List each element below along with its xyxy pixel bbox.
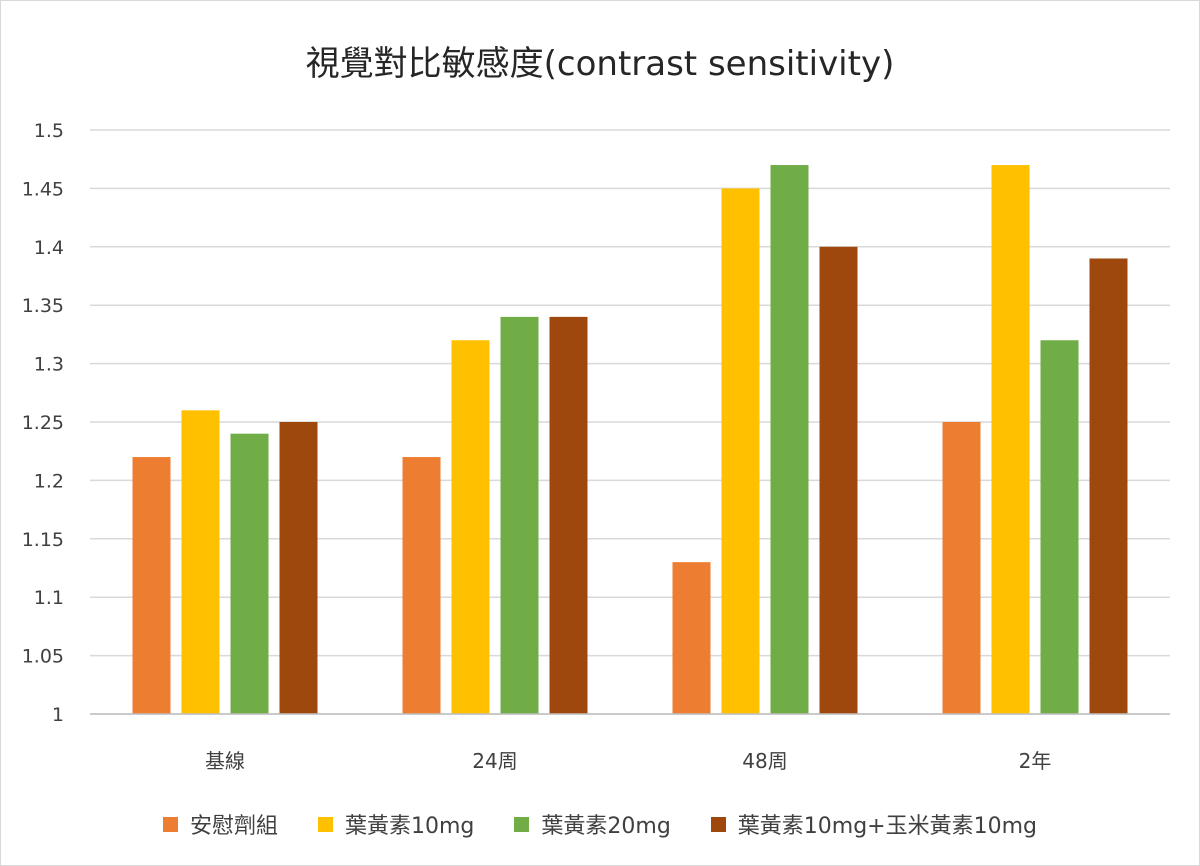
legend-swatch xyxy=(318,816,333,832)
bar xyxy=(132,457,171,714)
bar xyxy=(549,316,588,714)
legend-label: 葉黃素20mg xyxy=(541,814,671,839)
bar xyxy=(500,316,539,714)
x-category-label: 24周 xyxy=(472,749,517,773)
legend-swatch xyxy=(710,816,726,832)
bar xyxy=(181,410,220,714)
bar xyxy=(721,188,760,714)
legend: 安慰劑組 葉黃素10mg 葉黃素20mg 葉黃素10mg+玉米黃素10mg xyxy=(0,808,1200,840)
bar xyxy=(1089,258,1128,714)
y-tick-label: 1.2 xyxy=(34,470,64,492)
legend-item: 葉黃素10mg xyxy=(318,808,474,840)
chart-title: 視覺對比敏感度(contrast sensitivity) xyxy=(305,44,895,84)
y-axis-ticks: 1 1.05 1.1 1.15 1.2 1.25 1.3 1.35 1.4 1.45 1.5 xyxy=(22,120,64,726)
bar xyxy=(279,422,318,714)
bar xyxy=(991,165,1030,715)
y-tick-label: 1.5 xyxy=(34,120,64,142)
y-tick-label: 1.4 xyxy=(34,237,64,259)
bar xyxy=(402,457,441,714)
bars xyxy=(90,165,1170,715)
y-tick-label: 1.35 xyxy=(22,295,64,317)
legend-item: 葉黃素20mg xyxy=(514,808,671,840)
gridlines xyxy=(90,129,1170,715)
bar xyxy=(451,340,490,714)
legend-swatch xyxy=(514,816,530,832)
y-tick-label: 1.25 xyxy=(22,412,64,434)
y-tick-label: 1.15 xyxy=(22,529,64,551)
bar xyxy=(819,246,858,715)
y-tick-label: 1.1 xyxy=(34,587,64,609)
x-axis-categories: 基線 24周 48周 2年 xyxy=(205,749,1051,773)
x-category-label: 2年 xyxy=(1019,749,1052,773)
legend-label: 安慰劑組 xyxy=(189,814,278,839)
legend-swatch xyxy=(162,816,178,832)
x-category-label: 48周 xyxy=(742,749,787,773)
y-tick-label: 1.3 xyxy=(34,354,64,376)
legend-item: 葉黃素10mg+玉米黃素10mg xyxy=(710,808,1037,840)
bar xyxy=(1040,340,1079,714)
legend-label: 葉黃素10mg+玉米黃素10mg xyxy=(737,814,1037,839)
bar xyxy=(770,165,809,715)
x-category-label: 基線 xyxy=(205,749,245,773)
y-tick-label: 1 xyxy=(52,704,64,726)
bar xyxy=(672,562,711,714)
bar xyxy=(230,433,269,714)
legend-item: 安慰劑組 xyxy=(162,808,278,840)
bar xyxy=(942,422,981,714)
y-tick-label: 1.45 xyxy=(22,178,64,200)
y-tick-label: 1.05 xyxy=(22,646,64,668)
legend-label: 葉黃素10mg xyxy=(345,814,475,839)
